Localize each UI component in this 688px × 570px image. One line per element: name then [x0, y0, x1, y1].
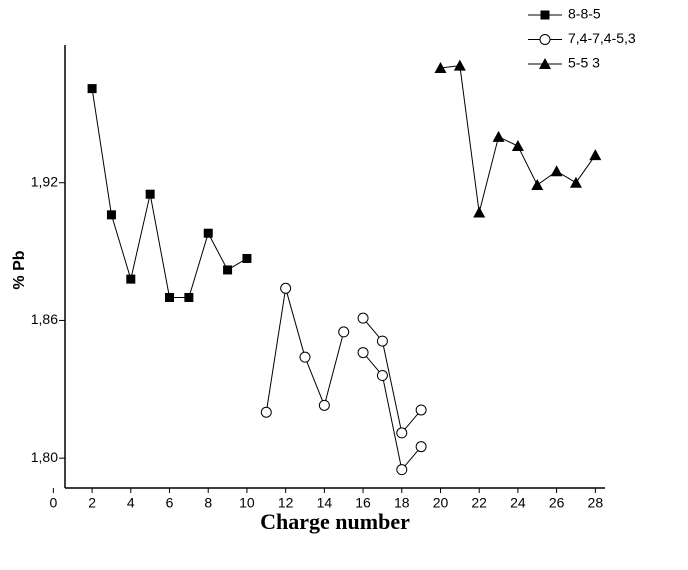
marker: [540, 10, 550, 20]
x-tick-label: 14: [317, 495, 333, 511]
x-tick-label: 20: [433, 495, 449, 511]
marker: [106, 210, 116, 220]
marker: [511, 139, 524, 151]
marker: [434, 61, 447, 73]
marker: [531, 179, 544, 191]
marker: [415, 441, 427, 453]
marker: [223, 265, 233, 275]
x-tick-label: 22: [471, 495, 487, 511]
marker: [396, 427, 408, 439]
x-tick-label: 6: [166, 495, 174, 511]
x-tick-label: 10: [239, 495, 255, 511]
series-line: [440, 65, 596, 213]
x-axis-label: Charge number: [260, 509, 410, 534]
marker: [203, 228, 213, 238]
marker: [145, 189, 155, 199]
marker: [396, 464, 408, 476]
legend-label: 7,4-7,4-5,3: [568, 30, 636, 46]
marker: [260, 406, 272, 418]
x-tick-label: 12: [278, 495, 294, 511]
marker: [376, 370, 388, 382]
marker: [550, 165, 563, 177]
marker: [280, 282, 292, 294]
x-tick-label: 4: [127, 495, 135, 511]
marker: [242, 253, 252, 263]
legend-label: 5-5 3: [568, 55, 600, 71]
marker: [357, 312, 369, 324]
x-tick-label: 0: [49, 495, 57, 511]
marker: [415, 404, 427, 416]
marker: [299, 351, 311, 363]
x-tick-label: 8: [204, 495, 212, 511]
marker: [126, 274, 136, 284]
marker: [165, 292, 175, 302]
x-tick-label: 28: [588, 495, 604, 511]
marker: [539, 58, 551, 69]
y-axis-label: % Pb: [11, 250, 28, 289]
x-tick-label: 16: [355, 495, 371, 511]
marker: [539, 34, 551, 45]
marker: [376, 335, 388, 347]
y-tick-label: 1,80: [31, 449, 58, 465]
series-line: [265, 288, 422, 471]
x-tick-label: 24: [510, 495, 526, 511]
marker: [338, 326, 350, 338]
marker: [492, 130, 505, 142]
x-tick-label: 18: [394, 495, 410, 511]
legend-label: 8-8-5: [568, 6, 601, 22]
marker: [569, 176, 582, 188]
marker: [357, 347, 369, 359]
marker: [318, 399, 330, 411]
marker: [453, 59, 466, 71]
x-tick-label: 2: [88, 495, 96, 511]
x-tick-label: 26: [549, 495, 565, 511]
y-tick-label: 1,86: [31, 311, 58, 327]
marker: [184, 292, 194, 302]
marker: [473, 206, 486, 218]
marker: [589, 149, 602, 161]
marker: [87, 84, 97, 94]
y-tick-label: 1,92: [31, 173, 58, 189]
